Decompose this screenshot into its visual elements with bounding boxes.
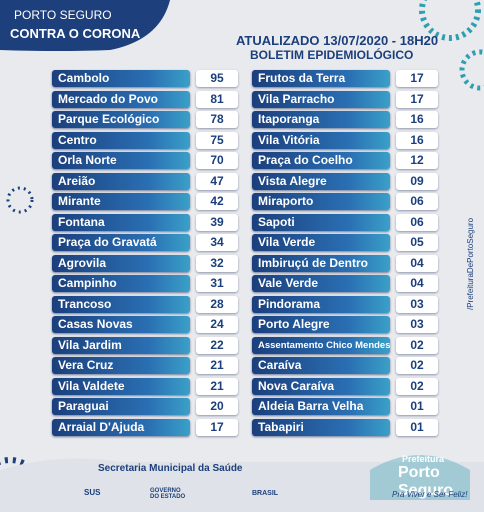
brand-top: PORTO SEGURO — [14, 8, 112, 22]
case-count: 70 — [196, 152, 238, 169]
case-count: 05 — [396, 234, 438, 251]
case-count: 32 — [196, 254, 238, 272]
case-count: 09 — [396, 172, 438, 190]
neighborhood: Cambolo — [52, 70, 190, 87]
neighborhood: Agrovila — [52, 254, 190, 272]
city: Porto Seguro — [398, 464, 454, 499]
sus-logo: SUS — [84, 488, 101, 497]
case-count: 01 — [396, 418, 438, 436]
case-count: 21 — [196, 377, 238, 395]
neighborhood: Itaporanga — [252, 111, 390, 128]
case-count: 78 — [196, 111, 238, 128]
neighborhood: Vila Vitória — [252, 131, 390, 149]
case-count: 03 — [396, 316, 438, 333]
secretariat: Secretaria Municipal da Saúde — [98, 463, 243, 474]
neighborhood: Mirante — [52, 193, 190, 210]
neighborhood: Tabapiri — [252, 418, 390, 436]
neighborhood: Porto Alegre — [252, 316, 390, 333]
neighborhood: Nova Caraíva — [252, 377, 390, 395]
neighborhood: Assentamento Chico Mendes — [252, 336, 390, 354]
neighborhood: Fontana — [52, 213, 190, 231]
neighborhood: Areião — [52, 172, 190, 190]
brand-bottom: CONTRA O CORONA — [10, 26, 141, 41]
neighborhood: Aldeia Barra Velha — [252, 398, 390, 415]
neighborhood: Orla Norte — [52, 152, 190, 169]
updated: ATUALIZADO 13/07/2020 - 18H20 — [236, 33, 439, 48]
neighborhood: Praça do Gravatá — [52, 234, 190, 251]
neighborhood: Sapoti — [252, 213, 390, 231]
case-count: 02 — [396, 336, 438, 354]
neighborhood: Campinho — [52, 275, 190, 292]
case-count: 01 — [396, 398, 438, 415]
case-count: 04 — [396, 275, 438, 292]
case-count: 28 — [196, 295, 238, 313]
neighborhood: Mercado do Povo — [52, 90, 190, 108]
case-count: 47 — [196, 172, 238, 190]
case-count: 16 — [396, 131, 438, 149]
neighborhood: Arraial D'Ajuda — [52, 418, 190, 436]
neighborhood: Vista Alegre — [252, 172, 390, 190]
case-count: 75 — [196, 131, 238, 149]
subtitle: BOLETIM EPIDEMIOLÓGICO — [250, 48, 414, 62]
case-count: 17 — [396, 90, 438, 108]
neighborhood: Praça do Coelho — [252, 152, 390, 169]
neighborhood: Vila Jardim — [52, 336, 190, 354]
case-count: 39 — [196, 213, 238, 231]
neighborhood: Vila Valdete — [52, 377, 190, 395]
case-count: 31 — [196, 275, 238, 292]
case-count: 04 — [396, 254, 438, 272]
neighborhood: Frutos da Terra — [252, 70, 390, 87]
case-count: 20 — [196, 398, 238, 415]
case-count: 21 — [196, 357, 238, 374]
case-count: 16 — [396, 111, 438, 128]
neighborhood: Vale Verde — [252, 275, 390, 292]
neighborhood: Parque Ecológico — [52, 111, 190, 128]
neighborhood: Miraporto — [252, 193, 390, 210]
case-count: 17 — [396, 70, 438, 87]
neighborhood: Imbiruçú de Dentro — [252, 254, 390, 272]
case-count: 24 — [196, 316, 238, 333]
case-count: 34 — [196, 234, 238, 251]
social-handle: /PrefeituraDePortoSeguro — [466, 217, 475, 310]
neighborhood: Trancoso — [52, 295, 190, 313]
case-count: 06 — [396, 193, 438, 210]
case-count: 02 — [396, 377, 438, 395]
case-count: 17 — [196, 418, 238, 436]
neighborhood: Vila Parracho — [252, 90, 390, 108]
case-count: 22 — [196, 336, 238, 354]
neighborhood: Caraíva — [252, 357, 390, 374]
neighborhood: Pindorama — [252, 295, 390, 313]
state-logo: GOVERNO DO ESTADO — [150, 488, 186, 500]
slogan: Pra Viver e Ser Feliz! — [392, 490, 468, 499]
neighborhood: Casas Novas — [52, 316, 190, 333]
neighborhood: Vila Verde — [252, 234, 390, 251]
case-count: 03 — [396, 295, 438, 313]
case-count: 42 — [196, 193, 238, 210]
neighborhood: Vera Cruz — [52, 357, 190, 374]
neighborhood: Paraguai — [52, 398, 190, 415]
case-count: 12 — [396, 152, 438, 169]
neighborhood: Centro — [52, 131, 190, 149]
federal-logo: BRASIL — [252, 490, 279, 497]
case-count: 02 — [396, 357, 438, 374]
case-count: 06 — [396, 213, 438, 231]
case-count: 95 — [196, 70, 238, 87]
case-count: 81 — [196, 90, 238, 108]
prefeitura: Prefeitura — [402, 454, 445, 464]
